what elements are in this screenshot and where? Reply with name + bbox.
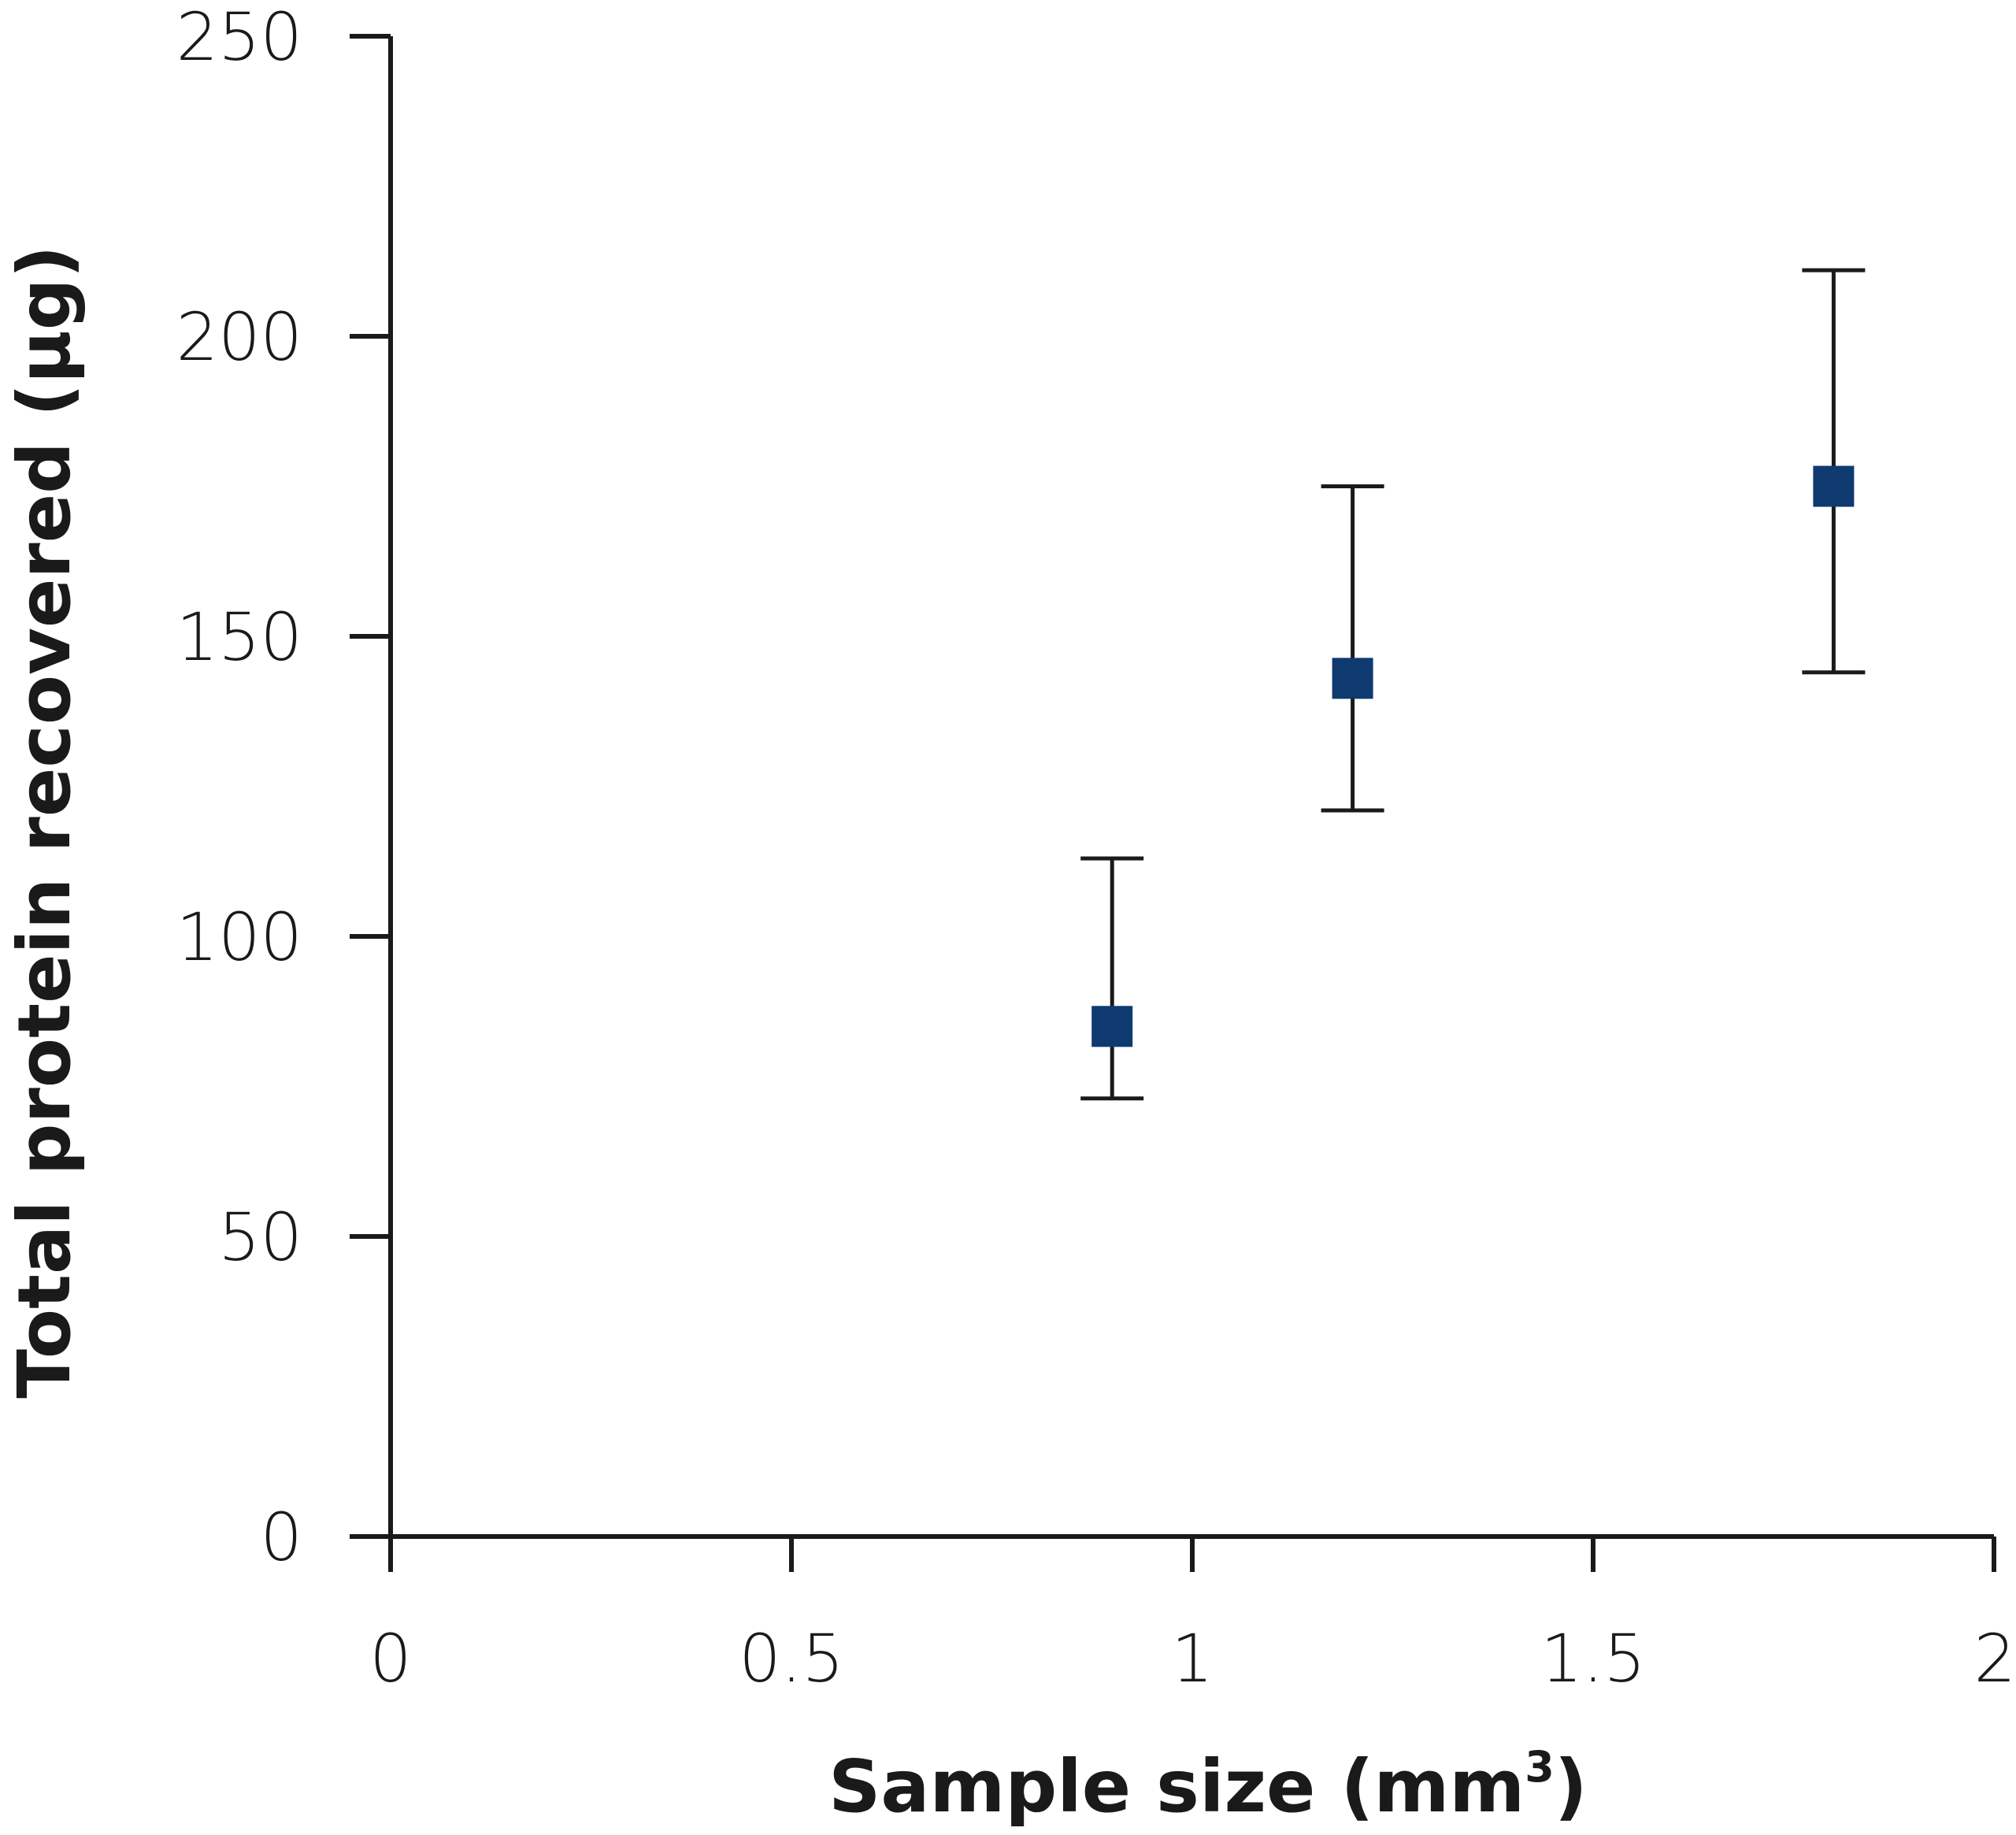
x-tick-label: 1	[1171, 1620, 1213, 1697]
y-tick-label: 50	[218, 1199, 302, 1276]
data-point	[1802, 268, 1866, 675]
x-tick-label: 0.5	[739, 1620, 844, 1697]
x-axis-title-close: )	[1555, 1744, 1588, 1829]
y-tick-label: 0	[261, 1499, 302, 1576]
x-tick-label: 2	[1974, 1620, 2016, 1697]
data-point	[1321, 484, 1384, 813]
data-points	[1080, 268, 1866, 1101]
x-axis-title: Sample size (mm3)	[828, 1742, 1588, 1829]
x-tick-label: 1.5	[1540, 1620, 1646, 1697]
y-tick-label: 200	[176, 298, 302, 376]
x-axis-ticks: 0 0.5 1 1.5 2	[369, 1537, 2016, 1697]
x-axis-title-superscript: 3	[1525, 1742, 1555, 1792]
square-marker	[1091, 1006, 1133, 1047]
square-marker	[1332, 658, 1373, 699]
y-tick-label: 100	[176, 899, 302, 976]
x-tick-label: 0	[369, 1620, 411, 1697]
y-axis-ticks: 0 50 100 150 200 250	[176, 0, 391, 1576]
data-point	[1080, 856, 1144, 1101]
y-axis-title: Total protein recovered (µg)	[2, 245, 87, 1398]
y-tick-label: 150	[176, 599, 302, 676]
square-marker	[1813, 465, 1855, 507]
x-axis-title-text: Sample size (mm	[828, 1744, 1525, 1829]
y-tick-label: 250	[176, 0, 302, 76]
